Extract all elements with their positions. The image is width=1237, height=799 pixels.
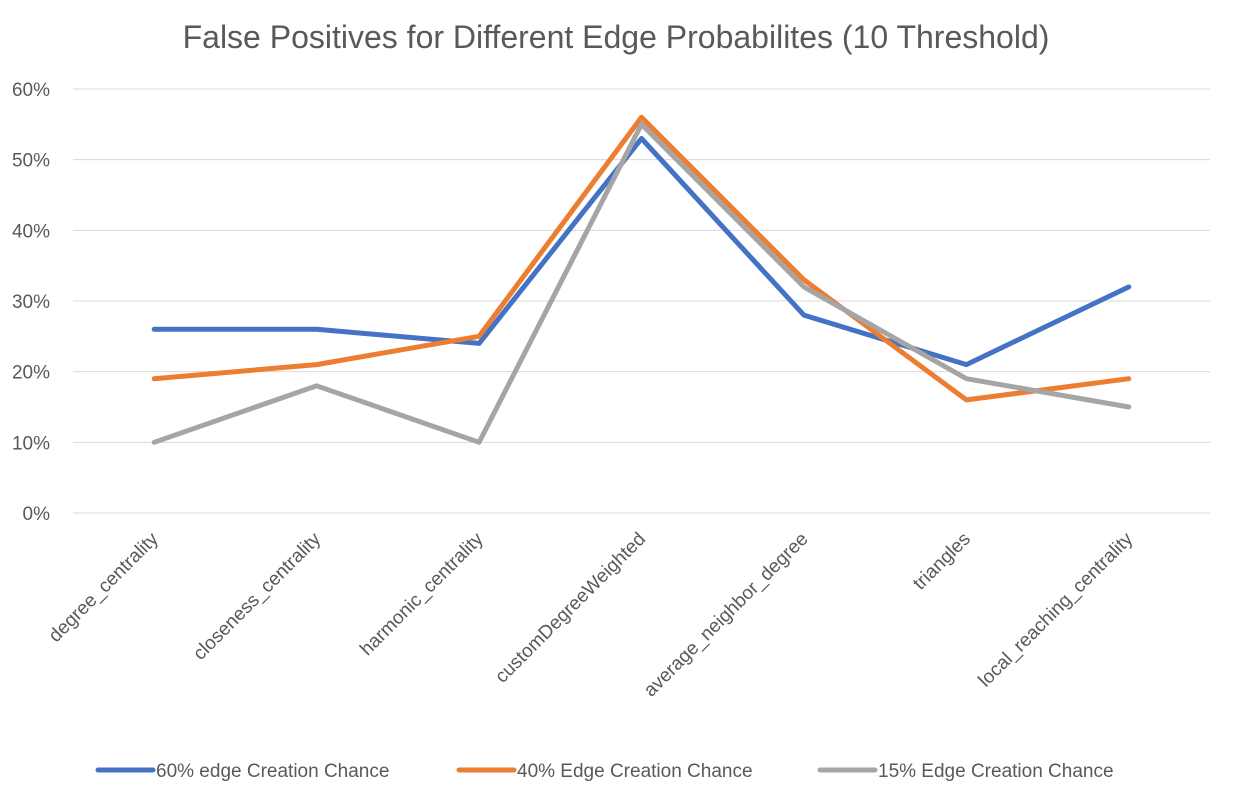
x-tick-label: local_reaching_centrality [975, 528, 1138, 691]
x-tick-label: closeness_centrality [189, 528, 325, 664]
gridlines [73, 88, 1210, 514]
x-tick-label: customDegreeWeighted [491, 529, 650, 688]
y-tick-label: 0% [23, 504, 51, 525]
y-tick-label: 50% [12, 151, 50, 172]
chart-title: False Positives for Different Edge Proba… [183, 19, 1050, 55]
series-lines [151, 114, 1132, 445]
x-tick-label: harmonic_centrality [356, 528, 488, 660]
y-axis-tick-labels: 0% 10% 20% 30% 40% 50% 60% [12, 80, 50, 525]
y-tick-label: 10% [12, 433, 50, 454]
x-tick-label: triangles [909, 529, 975, 595]
legend-label: 60% edge Creation Chance [156, 761, 389, 782]
y-tick-label: 60% [12, 80, 50, 101]
legend-label: 40% Edge Creation Chance [517, 761, 753, 782]
legend: 60% edge Creation Chance 40% Edge Creatio… [95, 761, 1114, 782]
series-line-3 [151, 121, 1132, 445]
series-line-1 [151, 136, 1132, 368]
y-tick-label: 30% [12, 292, 50, 313]
y-tick-label: 20% [12, 363, 50, 384]
series-line-2 [151, 114, 1132, 403]
x-tick-label: average_neighbor_degree [640, 529, 812, 701]
legend-label: 15% Edge Creation Chance [878, 761, 1114, 782]
y-tick-label: 40% [12, 221, 50, 242]
x-axis-tick-labels: degree_centrality closeness_centrality har… [45, 528, 1138, 701]
x-tick-label: degree_centrality [45, 528, 163, 646]
